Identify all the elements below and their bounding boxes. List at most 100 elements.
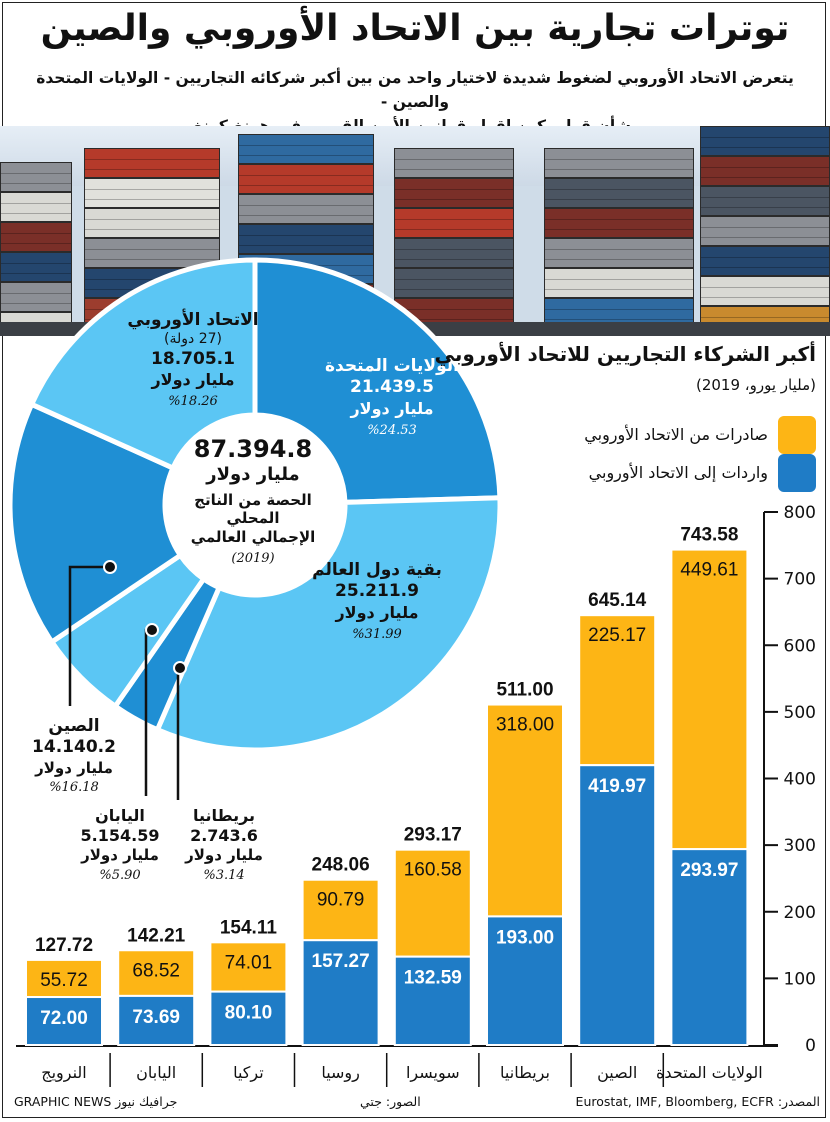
x-category-label-5: بريطانيا (500, 1063, 550, 1083)
shipping-container (394, 208, 514, 238)
shipping-container (700, 276, 830, 306)
bar-imports-label-6: 419.97 (588, 776, 646, 797)
y-tick-label: 400 (784, 770, 816, 790)
bar-imports-label-2: 80.10 (225, 1003, 273, 1024)
bar-exports-label-1: 68.52 (132, 960, 180, 981)
bar-imports-3 (301, 939, 380, 1047)
annotation-china-title: الصين 14.140.2 (4, 716, 144, 759)
y-tick-label: 800 (784, 503, 816, 523)
bar-imports-1 (117, 994, 196, 1047)
bar-exports-label-3: 90.79 (317, 890, 365, 911)
shipping-container (0, 192, 72, 222)
shipping-container (394, 268, 514, 298)
annotation-japan-value: 5.154.59 (80, 826, 160, 845)
bar-total-label-1: 142.21 (127, 925, 186, 946)
shipping-container (544, 178, 694, 208)
donut-label-rest: بقية دول العالم 25.211.9 مليار دولار %31… (312, 560, 442, 643)
leader-uk-dot (173, 661, 187, 675)
annotation-japan-unit: مليار دولار (81, 846, 159, 864)
donut-center-label-2: الإجمالي العالمي (190, 528, 316, 546)
bar-imports-6 (578, 764, 657, 1047)
donut-chart (7, 257, 503, 753)
x-category-label-1: اليابان (136, 1063, 176, 1082)
x-category-label-7: الولايات المتحدة (656, 1063, 763, 1083)
bar-exports-4 (393, 848, 472, 958)
annotation-china-unit: مليار دولار (35, 758, 113, 777)
annotation-japan-name: اليابان (95, 806, 145, 825)
donut-label-usa-unit: مليار دولار (350, 398, 434, 418)
bar-exports-label-2: 74.01 (225, 952, 273, 973)
shipping-container (0, 252, 72, 282)
bar-imports-0 (25, 996, 103, 1047)
shipping-container (84, 208, 220, 238)
shipping-container (238, 134, 374, 164)
donut-label-eu-name: الاتحاد الأوروبي (127, 310, 259, 330)
shipping-container (238, 194, 374, 224)
shipping-container (544, 238, 694, 268)
y-tick-label: 200 (784, 903, 816, 923)
annotation-uk: بريطانيا 2.743.6 مليار دولار %3.14 (176, 806, 272, 884)
leader-japan-dot (145, 623, 159, 637)
donut-label-usa-name: الولايات المتحدة (325, 356, 459, 376)
annotation-uk-value: 2.743.6 (190, 826, 258, 845)
donut-segment-4 (7, 401, 184, 646)
y-tick-label: 600 (784, 636, 816, 656)
donut-center: 87.394.8 مليار دولار الحصة من الناتج الم… (168, 434, 338, 567)
donut-segment-0 (252, 257, 503, 505)
bar-imports-7 (670, 848, 749, 1047)
x-category-label-2: تركيا (233, 1063, 264, 1083)
bar-total-label-2: 154.11 (220, 917, 277, 938)
footer-photo-credit: الصور: جتي (360, 1094, 421, 1109)
shipping-container (700, 126, 830, 156)
bar-imports-label-7: 293.97 (680, 860, 738, 881)
bar-total-label-3: 248.06 (312, 855, 370, 876)
shipping-container (394, 148, 514, 178)
bar-exports-5 (486, 703, 564, 918)
leader-china-dot (103, 560, 117, 574)
donut-center-label-1: الحصة من الناتج المحلي (194, 490, 312, 528)
bar-exports-3 (301, 878, 380, 942)
bar-exports-1 (117, 949, 196, 997)
bar-total-label-0: 127.72 (35, 935, 93, 956)
shipping-container (84, 238, 220, 268)
bar-chart-subtitle: (مليار يورو، 2019) (695, 376, 816, 394)
bar-imports-4 (393, 955, 472, 1047)
bar-imports-label-0: 72.00 (40, 1008, 88, 1029)
page-title: توترات تجارية بين الاتحاد الأوروبي والصي… (40, 8, 790, 49)
annotation-japan: اليابان 5.154.59 مليار دولار %5.90 (72, 806, 168, 884)
shipping-container (84, 148, 220, 178)
donut-label-rest-unit: مليار دولار (335, 602, 419, 622)
x-category-label-3: روسيا (321, 1063, 360, 1083)
x-category-label-4: سويسرا (406, 1063, 460, 1083)
bar-total-label-5: 511.00 (496, 680, 553, 701)
donut-segment-1 (154, 495, 503, 753)
shipping-container (0, 162, 72, 192)
annotation-china: الصين 14.140.2 مليار دولار %16.18 (4, 716, 144, 797)
donut-segment-5 (28, 257, 258, 472)
x-category-label-0: النرويج (41, 1063, 86, 1083)
donut-center-unit: مليار دولار (206, 464, 300, 485)
shipping-container (544, 148, 694, 178)
bar-exports-2 (209, 941, 288, 993)
shipping-container (0, 222, 72, 252)
footer-source: المصدر: Eurostat, IMF, Bloomberg, ECFR (575, 1094, 820, 1109)
donut-label-eu: الاتحاد الأوروبي (27 دولة) 18.705.1 مليا… (118, 310, 268, 410)
shipping-container (700, 246, 830, 276)
shipping-container (0, 282, 72, 312)
shipping-container (238, 224, 374, 254)
bar-imports-label-3: 157.27 (312, 951, 370, 972)
y-tick-label: 0 (805, 1036, 816, 1056)
x-category-label-6: الصين (597, 1063, 637, 1083)
bar-total-label-6: 645.14 (588, 590, 647, 611)
y-tick-label: 700 (784, 570, 816, 590)
leader-lines (68, 560, 187, 800)
bar-exports-7 (670, 548, 749, 851)
footer-brand: GRAPHIC NEWS جرافيك نيوز (14, 1094, 178, 1109)
legend-label-imports: واردات إلى الاتحاد الأوروبي (588, 463, 768, 482)
bar-exports-label-7: 449.61 (680, 560, 738, 581)
donut-label-rest-name: بقية دول العالم (312, 560, 442, 580)
annotation-uk-name: بريطانيا (192, 806, 256, 825)
annotation-japan-pct: %5.90 (99, 867, 141, 883)
bar-chart: 0 100 200 300 400 500 600 700 800 55.72 72.00 127.7… (16, 503, 816, 1087)
